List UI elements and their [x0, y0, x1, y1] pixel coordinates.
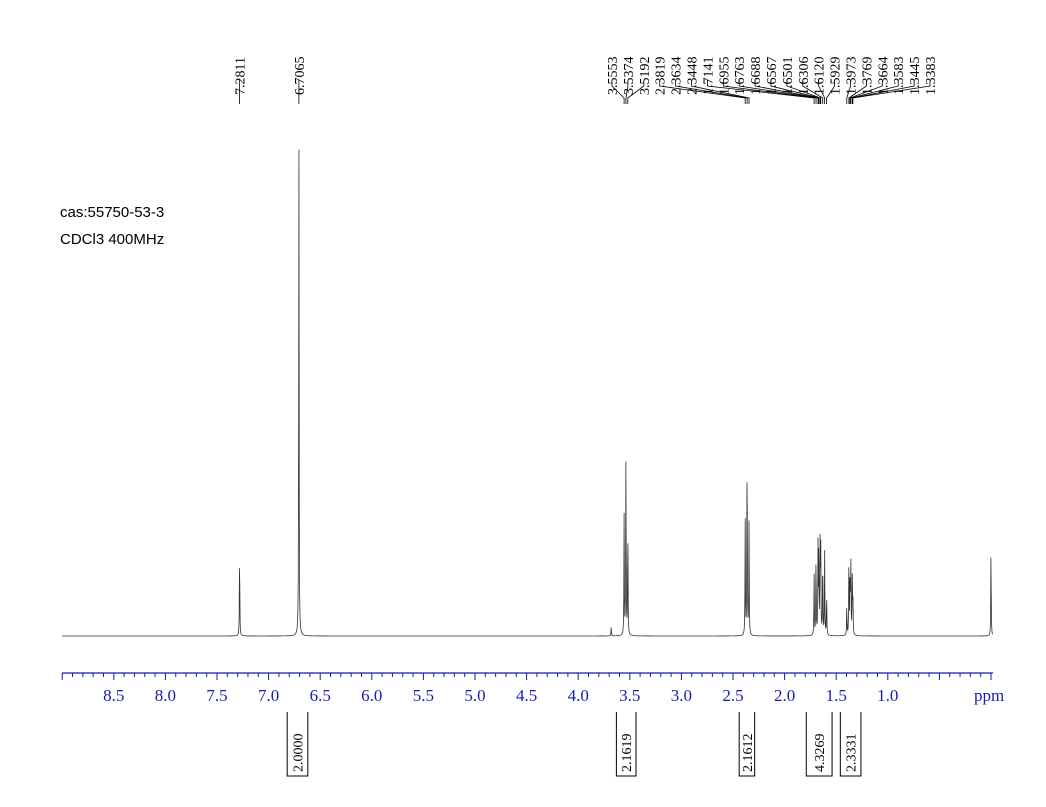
peak-label: 1.3973 — [845, 57, 860, 96]
x-tick-label: 1.5 — [826, 686, 847, 705]
peak-label: 1.3664 — [876, 57, 891, 96]
x-axis-ticks — [61, 673, 992, 680]
x-tick-label: 8.0 — [155, 686, 176, 705]
peak-label-connector — [818, 80, 826, 104]
peak-label: 1.3583 — [892, 57, 907, 96]
x-tick-label: 3.0 — [671, 686, 692, 705]
peak-label: 6.7065 — [293, 57, 308, 96]
integration-value: 4.3269 — [813, 734, 828, 773]
x-tick-label: 7.5 — [206, 686, 227, 705]
peak-label: 2.3448 — [686, 57, 701, 96]
spectrum-trace — [62, 149, 994, 637]
peak-label: 1.6306 — [797, 57, 812, 96]
peak-label-connector — [675, 80, 748, 104]
peak-label-connector — [802, 80, 824, 104]
x-tick-label: 4.0 — [568, 686, 589, 705]
peak-label: 1.6688 — [749, 57, 764, 96]
peak-label: 1.6567 — [765, 57, 780, 96]
peak-label-connector — [707, 80, 815, 104]
x-tick-label: 5.0 — [464, 686, 485, 705]
peak-label-connector — [754, 80, 820, 104]
x-tick-label: 5.5 — [413, 686, 434, 705]
integration-value: 2.1619 — [620, 734, 635, 773]
cas-annotation: cas:55750-53-3 — [60, 204, 165, 221]
peak-label: 1.3445 — [908, 57, 923, 96]
peak-label: 1.6763 — [733, 57, 748, 96]
peak-label: 1.3769 — [860, 57, 875, 96]
peak-label-connector — [851, 80, 915, 104]
integration-value: 2.0000 — [291, 734, 306, 773]
x-axis-label: ppm — [974, 686, 1004, 705]
integrations: 2.0000 2.1619 2.1612 4.3269 2.3331 — [286, 712, 862, 777]
x-tick-label: 1.0 — [877, 686, 898, 705]
peak-label-connector — [659, 80, 746, 104]
peak-label-connector — [722, 80, 817, 104]
integration-value: 2.1612 — [741, 734, 756, 773]
peak-label-connector — [770, 80, 821, 104]
peak-label: 1.6955 — [717, 57, 732, 96]
peak-label-connector — [627, 80, 645, 104]
integration-bracket: 4.3269 — [805, 712, 833, 777]
peak-label: 1.7141 — [701, 57, 716, 96]
peak-label: 7.2811 — [234, 57, 249, 95]
x-axis-tick-labels: 8.5 8.0 7.5 7.0 6.5 6.0 5.5 5.0 4.5 4.0 3.5 3.0 2.5 2… — [103, 686, 898, 705]
x-tick-label: 2.0 — [774, 686, 795, 705]
peak-label-connector — [849, 80, 883, 104]
integration-bracket: 2.3331 — [839, 712, 862, 777]
peak-label-connector — [786, 80, 822, 104]
integration-bracket: 2.1619 — [615, 712, 637, 777]
peak-label-connector — [691, 80, 750, 104]
peak-label-connector — [826, 80, 835, 104]
peak-label: 1.6501 — [781, 57, 796, 96]
integration-bracket: 2.0000 — [286, 712, 309, 777]
x-tick-label: 3.5 — [619, 686, 640, 705]
x-tick-label: 8.5 — [103, 686, 124, 705]
peak-label-connector — [852, 80, 931, 104]
peak-label-connector — [625, 80, 629, 104]
peak-label: 2.3819 — [654, 57, 669, 96]
peak-label: 1.5929 — [829, 57, 844, 96]
peak-label: 3.5374 — [622, 57, 637, 96]
x-tick-label: 6.0 — [361, 686, 382, 705]
peak-label-connector — [611, 80, 625, 104]
peak-label-connector — [848, 80, 867, 104]
integration-bracket: 2.1612 — [738, 712, 756, 777]
peak-label: 2.3634 — [670, 57, 685, 96]
peak-label-connector — [738, 80, 819, 104]
x-tick-label: 7.0 — [258, 686, 279, 705]
x-tick-label: 2.5 — [722, 686, 743, 705]
peak-label: 1.6120 — [813, 57, 828, 96]
peak-label: 3.5192 — [638, 57, 653, 96]
x-tick-label: 6.5 — [310, 686, 331, 705]
peak-label: 3.5553 — [606, 57, 621, 96]
peak-label-connector — [846, 80, 851, 104]
peak-labels: 7.2811 6.7065 3.5553 3.5374 3.5192 2.3819 2.36… — [234, 57, 939, 104]
solvent-annotation: CDCl3 400MHz — [60, 231, 165, 248]
peak-label: 1.3383 — [924, 57, 939, 96]
integration-value: 2.3331 — [845, 734, 860, 773]
x-tick-label: 4.5 — [516, 686, 537, 705]
peak-label-connector — [850, 80, 899, 104]
